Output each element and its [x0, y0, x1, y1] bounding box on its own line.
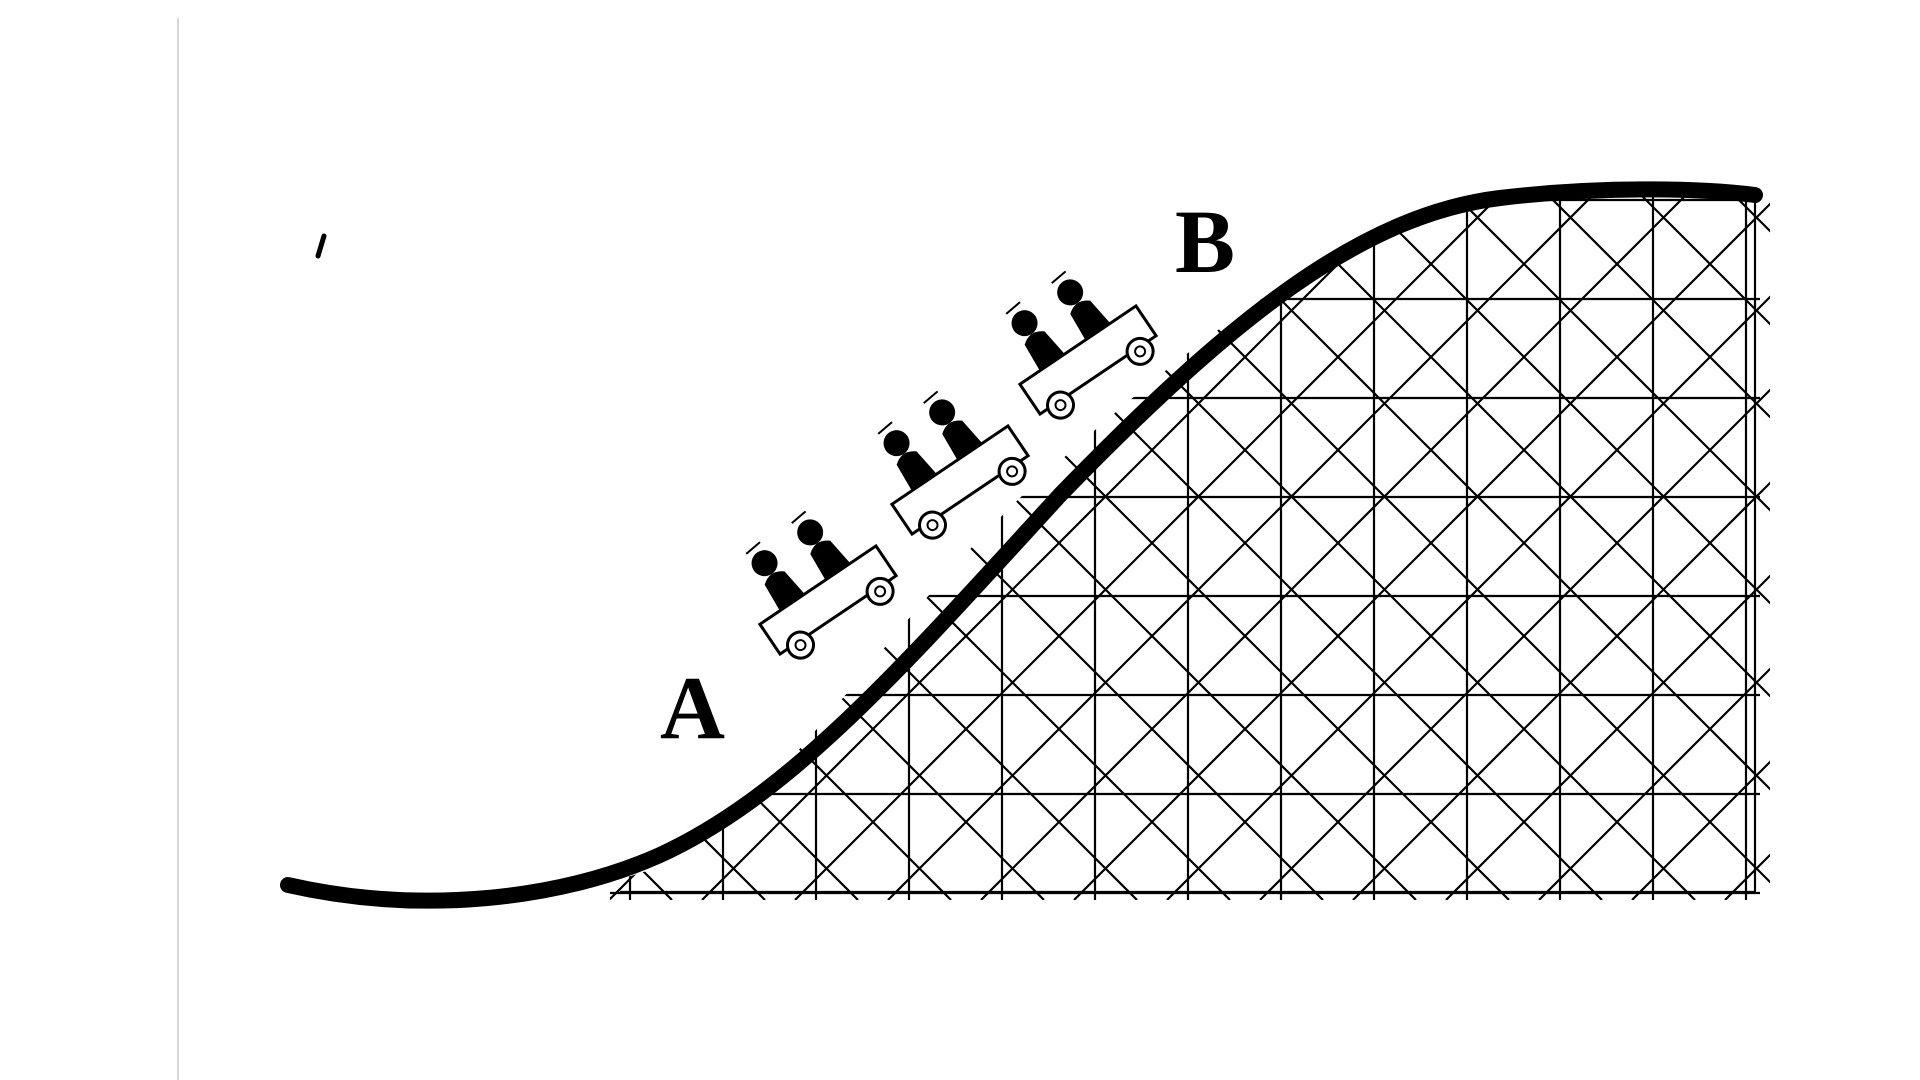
- car-wheel: [997, 456, 1027, 486]
- trestle-beam: [1818, 0, 1920, 900]
- trestle-beam: [887, 187, 1770, 900]
- trestle-beam: [0, 0, 393, 900]
- trestle-beam: [610, 187, 859, 900]
- trestle-beam: [1911, 0, 1920, 900]
- trestle-beam: [980, 187, 1770, 900]
- trestle-beam: [1259, 187, 1770, 900]
- trestle-beam: [610, 187, 673, 900]
- trestle-beam: [1352, 187, 1770, 900]
- trestle-beam: [0, 0, 486, 900]
- point-a-label: A: [660, 659, 725, 758]
- trestle-beam: [1073, 187, 1770, 900]
- trestle-beam: [1352, 187, 1770, 900]
- trestle-beam: [0, 0, 300, 900]
- trestle-beam: [1911, 0, 1920, 900]
- rider-silhouette: [791, 510, 851, 581]
- rider-silhouette: [877, 421, 937, 491]
- car-wheel: [865, 576, 895, 606]
- trestle-beam: [610, 187, 859, 900]
- trestle-beam: [1073, 187, 1770, 900]
- car-wheel: [918, 510, 948, 540]
- car-wheel: [1125, 336, 1155, 366]
- trestle-beam: [794, 187, 1696, 900]
- trestle-beam: [0, 0, 300, 900]
- trestle-beam: [701, 187, 1603, 900]
- car-body: [757, 543, 899, 657]
- trestle-beam: [0, 0, 486, 900]
- trestle-beam: [610, 187, 673, 900]
- trestle-beam: [1818, 0, 1920, 900]
- stray-mark: [315, 233, 327, 259]
- coaster-car: [745, 510, 899, 660]
- coaster-car: [877, 390, 1031, 540]
- trestle-beam: [1445, 187, 1770, 900]
- point-b-label: B: [1175, 193, 1235, 292]
- rider-silhouette: [745, 541, 805, 611]
- trestle-beam: [610, 187, 952, 900]
- trestle-frame: [620, 190, 1757, 894]
- coaster-train: [745, 270, 1159, 660]
- trestle-beam: [1538, 187, 1770, 900]
- trestle-beam: [610, 187, 766, 900]
- trestle-beam: [0, 0, 393, 900]
- trestle-beam: [1259, 187, 1770, 900]
- trestle-beam: [1538, 187, 1770, 900]
- car-wheel: [786, 630, 816, 660]
- coaster-car: [1005, 270, 1159, 420]
- trestle-beam: [610, 187, 766, 900]
- rider-silhouette: [923, 390, 983, 461]
- trestle-beam: [0, 0, 579, 900]
- rider-silhouette: [1005, 301, 1065, 371]
- rider-silhouette: [1051, 270, 1111, 341]
- trestle-beam: [610, 187, 1045, 900]
- trestle-beam: [1445, 187, 1770, 900]
- coaster-track: [280, 181, 1763, 909]
- car-body: [889, 423, 1031, 537]
- trestle-beam: [1166, 187, 1770, 900]
- car-wheel: [1046, 390, 1076, 420]
- trestle-beam: [0, 0, 579, 900]
- car-body: [1017, 303, 1159, 417]
